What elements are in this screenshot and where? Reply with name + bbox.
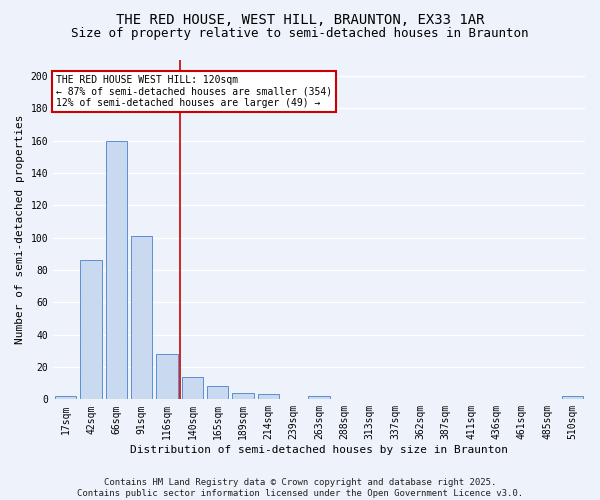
Bar <box>562 396 583 400</box>
Bar <box>308 396 330 400</box>
Text: THE RED HOUSE, WEST HILL, BRAUNTON, EX33 1AR: THE RED HOUSE, WEST HILL, BRAUNTON, EX33… <box>116 12 484 26</box>
Text: THE RED HOUSE WEST HILL: 120sqm
← 87% of semi-detached houses are smaller (354)
: THE RED HOUSE WEST HILL: 120sqm ← 87% of… <box>56 76 332 108</box>
Bar <box>232 393 254 400</box>
Bar <box>80 260 102 400</box>
Bar <box>257 394 279 400</box>
Bar <box>207 386 229 400</box>
Y-axis label: Number of semi-detached properties: Number of semi-detached properties <box>15 115 25 344</box>
Text: Size of property relative to semi-detached houses in Braunton: Size of property relative to semi-detach… <box>71 28 529 40</box>
Text: Contains HM Land Registry data © Crown copyright and database right 2025.
Contai: Contains HM Land Registry data © Crown c… <box>77 478 523 498</box>
Bar <box>131 236 152 400</box>
Bar <box>156 354 178 400</box>
Bar <box>182 376 203 400</box>
Bar <box>55 396 76 400</box>
X-axis label: Distribution of semi-detached houses by size in Braunton: Distribution of semi-detached houses by … <box>130 445 508 455</box>
Bar <box>106 141 127 400</box>
